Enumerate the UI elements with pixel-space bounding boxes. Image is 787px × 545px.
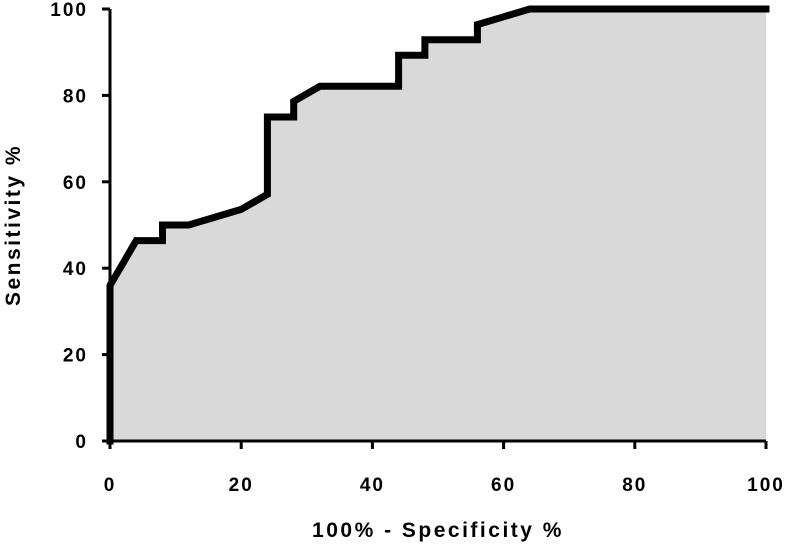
y-tick-label: 0	[75, 432, 88, 453]
y-axis-title: Sensitivity %	[2, 144, 25, 306]
plot-area	[106, 5, 770, 445]
x-tick-label: 40	[360, 475, 385, 496]
y-tick-label: 40	[63, 259, 88, 280]
roc-area	[110, 9, 766, 441]
x-axis-title: 100% - Specificity %	[312, 519, 564, 542]
x-tick-label: 60	[491, 475, 516, 496]
y-tick-label: 80	[63, 86, 88, 107]
y-tick-label: 20	[63, 346, 88, 367]
x-tick-label: 100	[747, 475, 785, 496]
roc-curve-line	[106, 5, 770, 445]
y-tick-label: 100	[50, 0, 88, 21]
x-tick-label: 0	[104, 475, 117, 496]
y-tick-label: 60	[63, 173, 88, 194]
axes: 0 20 40 60 80 100 0 20 40 60 80 100	[50, 0, 785, 496]
x-tick-label: 80	[622, 475, 647, 496]
x-tick-label: 20	[229, 475, 254, 496]
